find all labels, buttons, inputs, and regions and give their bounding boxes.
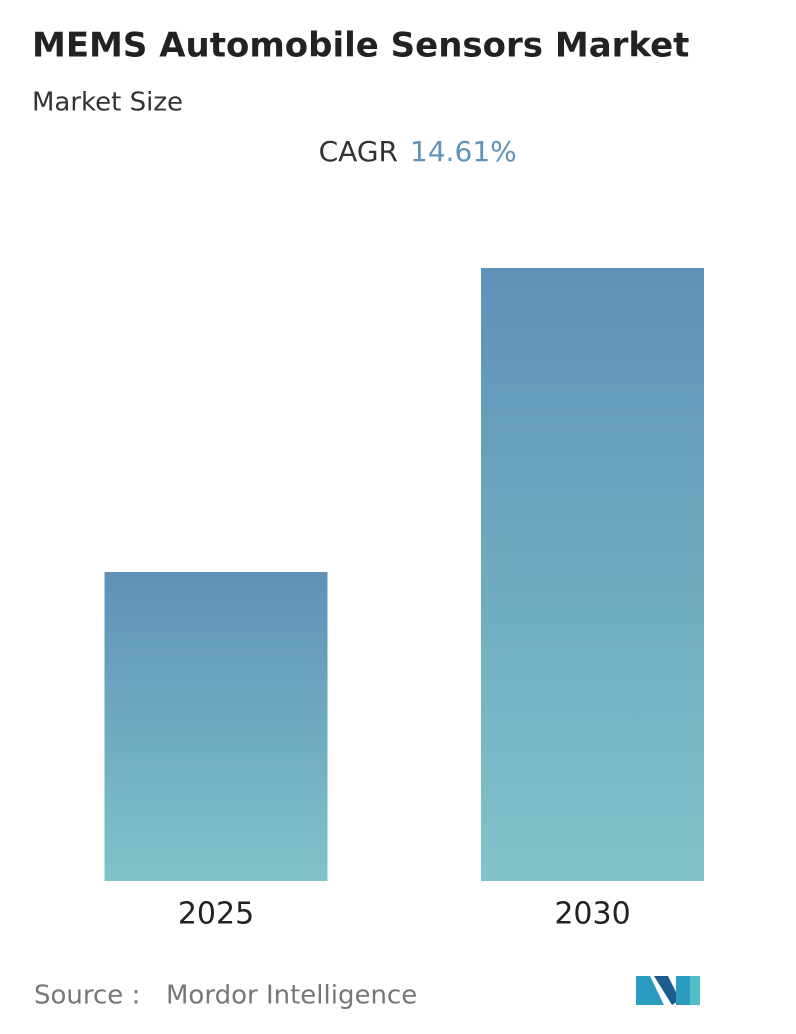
chart-subtitle: Market Size: [32, 88, 183, 118]
logo: [636, 976, 700, 1005]
bar: [104, 572, 328, 881]
x-tick-label: 2025: [178, 897, 254, 932]
source-label: Source :: [34, 981, 140, 1011]
cagr-value: 14.61%: [410, 135, 517, 168]
x-tick-label: 2030: [554, 897, 630, 932]
cagr-label: CAGR: [319, 135, 398, 168]
bar: [481, 268, 704, 881]
chart-title: MEMS Automobile Sensors Market: [32, 26, 689, 66]
source: Mordor Intelligence: [166, 981, 417, 1011]
